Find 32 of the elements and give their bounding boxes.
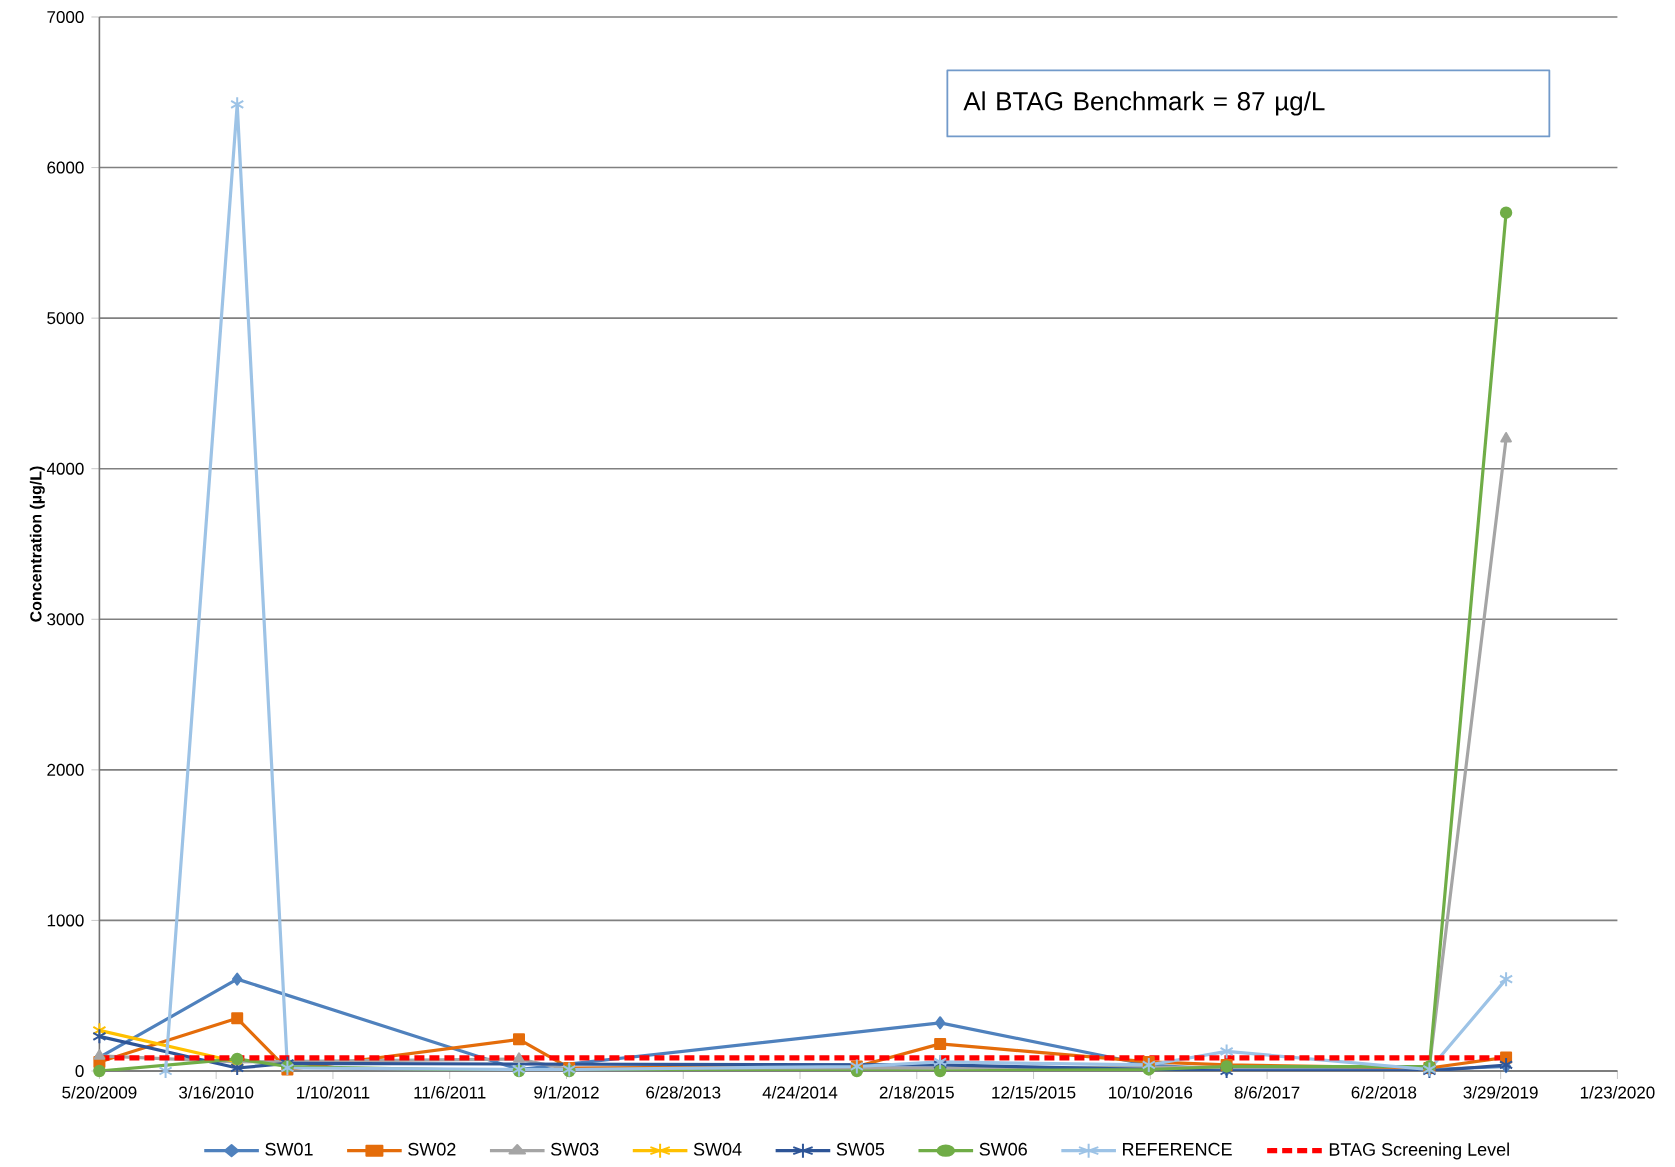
y-tick-label: 0 bbox=[75, 1065, 84, 1078]
legend-label: SW01 bbox=[265, 1143, 313, 1156]
legend-label: SW04 bbox=[693, 1143, 742, 1156]
x-tick-label: 5/20/2009 bbox=[62, 1086, 137, 1099]
y-tick-label: 2000 bbox=[47, 764, 84, 777]
y-tick-label: 1000 bbox=[47, 914, 84, 927]
legend-label: SW02 bbox=[408, 1143, 456, 1156]
x-tick-label: 1/23/2020 bbox=[1580, 1086, 1655, 1099]
legend-label: SW06 bbox=[979, 1143, 1027, 1156]
x-tick-label: 8/6/2017 bbox=[1234, 1086, 1300, 1099]
y-axis-title: Concentration (µg/L) bbox=[29, 466, 45, 622]
y-tick-label: 3000 bbox=[47, 613, 84, 626]
x-tick-label: 9/1/2012 bbox=[534, 1086, 599, 1099]
x-tick-label: 2/18/2015 bbox=[879, 1086, 954, 1099]
y-tick-label: 7000 bbox=[47, 11, 84, 24]
legend-label: SW03 bbox=[550, 1143, 599, 1156]
y-tick-label: 6000 bbox=[47, 161, 84, 174]
x-tick-label: 10/10/2016 bbox=[1109, 1086, 1193, 1099]
legend-label: REFERENCE bbox=[1123, 1143, 1232, 1156]
x-tick-label: 3/16/2010 bbox=[179, 1086, 254, 1099]
y-tick-label: 5000 bbox=[47, 312, 84, 325]
x-tick-label: 6/28/2013 bbox=[646, 1086, 721, 1099]
x-tick-label: 6/2/2018 bbox=[1351, 1086, 1417, 1099]
legend-label: BTAG Screening Level bbox=[1329, 1142, 1509, 1160]
x-tick-label: 12/15/2015 bbox=[992, 1086, 1076, 1099]
x-tick-label: 1/10/2011 bbox=[297, 1086, 370, 1099]
legend-label: SW05 bbox=[836, 1143, 885, 1156]
annotation: Al BTAG Benchmark = 87 µg/L bbox=[963, 91, 1325, 116]
x-tick-label: 4/24/2014 bbox=[762, 1086, 838, 1099]
x-tick-label: 3/29/2019 bbox=[1463, 1086, 1538, 1099]
y-tick-label: 4000 bbox=[46, 462, 84, 475]
x-tick-label: 11/6/2011 bbox=[414, 1086, 486, 1099]
